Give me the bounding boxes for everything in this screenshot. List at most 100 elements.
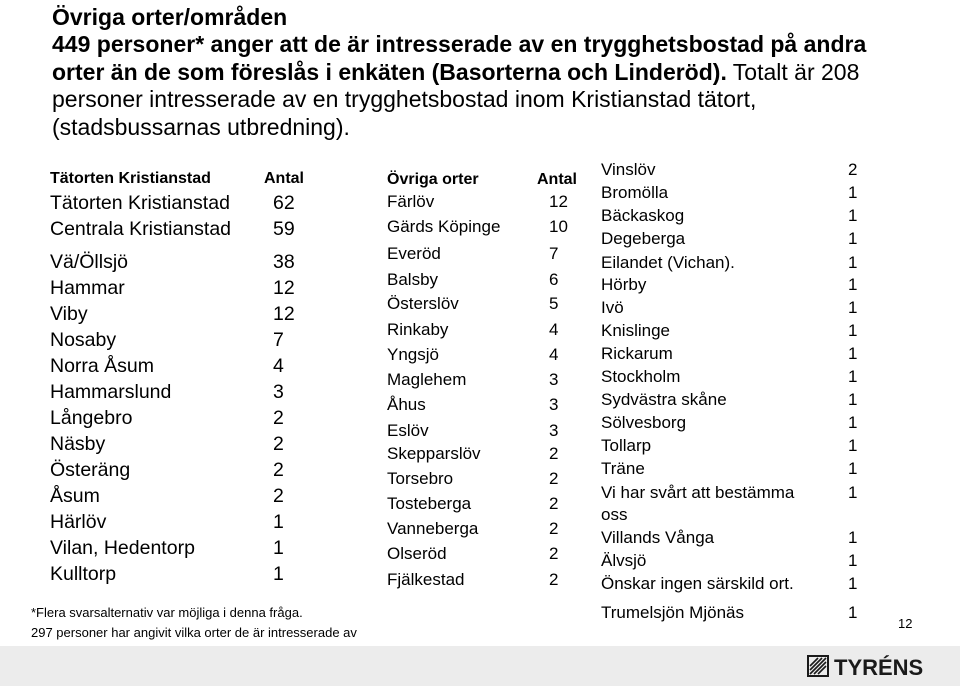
place-name: Tosteberga	[387, 494, 472, 513]
place-name: Villands Vånga	[601, 528, 715, 547]
place-name: Rinkaby	[387, 320, 449, 339]
place-count: 1	[848, 603, 858, 622]
place-name: Stockholm	[601, 367, 681, 386]
place-name: oss	[601, 505, 628, 524]
place-count: 2	[273, 459, 284, 481]
place-count: 1	[848, 183, 858, 202]
place-count: 1	[848, 551, 858, 570]
place-count: 12	[273, 303, 295, 325]
subtitle-bold: 449 personer* anger att de är intressera…	[52, 31, 867, 85]
place-name: Skepparslöv	[387, 444, 481, 463]
place-name: Bromölla	[601, 183, 669, 202]
place-name: Nosaby	[50, 329, 117, 351]
place-name: Hammarslund	[50, 381, 172, 403]
place-count: 1	[848, 483, 858, 502]
place-name: Österslöv	[387, 294, 459, 313]
place-count: 2	[273, 407, 284, 429]
place-count: 1	[848, 528, 858, 547]
place-name: Vinslöv	[601, 160, 656, 179]
place-count: 1	[848, 321, 858, 340]
place-count: 3	[273, 381, 284, 403]
place-count: 1	[848, 574, 858, 593]
place-name: Näsby	[50, 433, 106, 455]
place-name: Färlöv	[387, 192, 435, 211]
place-name: Balsby	[387, 270, 439, 289]
place-count: 3	[549, 395, 559, 414]
place-name: Kulltorp	[50, 563, 117, 585]
place-count: 3	[549, 421, 559, 440]
page-subtitle: 449 personer* anger att de är intressera…	[52, 31, 872, 141]
place-name: Everöd	[387, 244, 441, 263]
place-name: Centrala Kristianstad	[50, 218, 232, 240]
place-name: Torsebro	[387, 469, 454, 488]
table-ovriga-orter: Övriga orter Antal Färlöv 12 Gärds Köpinge…	[387, 171, 587, 601]
place-count: 1	[273, 563, 284, 585]
place-count: 1	[848, 298, 858, 317]
place-name: Långebro	[50, 407, 133, 429]
place-count: 1	[848, 206, 858, 225]
logo-text: TYRÉNS	[834, 655, 923, 680]
place-name: Eslöv	[387, 421, 429, 440]
place-count: 2	[549, 519, 559, 538]
place-count: 2	[549, 494, 559, 513]
header-name: Tätorten Kristianstad	[50, 170, 211, 187]
place-count: 2	[549, 469, 559, 488]
place-count: 3	[549, 370, 559, 389]
logo-mark-icon	[807, 655, 829, 677]
place-name: Vanneberga	[387, 519, 479, 538]
place-count: 2	[848, 160, 858, 179]
place-name: Vilan, Hedentorp	[50, 537, 195, 559]
place-count: 1	[848, 390, 858, 409]
place-name: Sölvesborg	[601, 413, 687, 432]
table-tatorten-kristianstad: Tätorten Kristianstad Antal Tätorten Kri…	[50, 170, 310, 600]
place-count: 1	[848, 275, 858, 294]
place-name: Hörby	[601, 275, 647, 294]
page-title: Övriga orter/områden	[52, 4, 288, 30]
place-name: Trumelsjön Mjönäs	[601, 603, 744, 622]
place-name: Härlöv	[50, 511, 107, 533]
place-name: Yngsjö	[387, 345, 439, 364]
place-name: Sydvästra skåne	[601, 390, 727, 409]
place-name: Viby	[50, 303, 88, 325]
place-name: Älvsjö	[601, 551, 647, 570]
place-count: 10	[549, 217, 568, 236]
place-count: 1	[848, 436, 858, 455]
place-name: Träne	[601, 459, 645, 478]
place-name: Österäng	[50, 459, 131, 481]
subtitle-normal: Totalt är 208 personer intresserade av e…	[52, 58, 860, 140]
place-count: 2	[273, 485, 284, 507]
place-count: 1	[848, 229, 858, 248]
place-name: Eilandet (Vichan).	[601, 253, 735, 272]
place-name: Bäckaskog	[601, 206, 685, 225]
place-count: 4	[549, 320, 559, 339]
footnote-multiple-answers: *Flera svarsalternativ var möjliga i den…	[31, 605, 303, 620]
place-name: Knislinge	[601, 321, 670, 340]
page-number: 12	[898, 616, 913, 631]
place-count: 1	[848, 413, 858, 432]
header-name: Övriga orter	[387, 171, 479, 188]
place-count: 1	[848, 253, 858, 272]
place-name: Vi har svårt att bestämma	[601, 483, 795, 502]
place-count: 1	[848, 367, 858, 386]
place-count: 1	[848, 344, 858, 363]
place-name: Åhus	[387, 395, 426, 414]
place-name: Tätorten Kristianstad	[50, 192, 230, 214]
place-name: Åsum	[50, 485, 100, 507]
place-count: 12	[273, 277, 295, 299]
place-count: 1	[273, 537, 284, 559]
footnote-respondent-count: 297 personer har angivit vilka orter de …	[31, 625, 357, 640]
place-name: Tollarp	[601, 436, 652, 455]
place-name: Degeberga	[601, 229, 686, 248]
place-name: Rickarum	[601, 344, 673, 363]
table-more-places: Vinslöv 2 Bromölla 1 Bäckaskog 1 Degeberga 1 Eil…	[601, 160, 871, 630]
place-name: Olseröd	[387, 544, 447, 563]
place-count: 1	[273, 511, 284, 533]
place-name: Maglehem	[387, 370, 467, 389]
place-count: 7	[273, 329, 284, 351]
place-count: 2	[549, 444, 559, 463]
place-count: 4	[273, 355, 284, 377]
place-count: 6	[549, 270, 559, 289]
tyrens-logo: TYRÉNS	[807, 655, 923, 680]
header-count: Antal	[264, 170, 304, 187]
place-name: Norra Åsum	[50, 355, 155, 377]
